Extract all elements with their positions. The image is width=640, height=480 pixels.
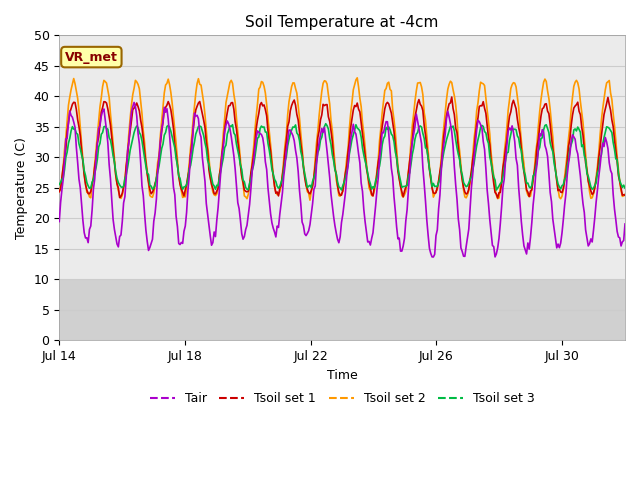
Tsoil set 2 [506, 97, 513, 103]
Tsoil set 1 [577, 112, 584, 118]
Tair [506, 125, 513, 131]
Tair [385, 131, 392, 136]
Tair [494, 245, 502, 251]
Tair [577, 173, 584, 179]
Tsoil set 3 [99, 130, 106, 135]
Tsoil set 3 [621, 185, 629, 191]
Tair [451, 164, 458, 170]
Tsoil set 1 [449, 106, 457, 111]
Tsoil set 3 [494, 185, 502, 191]
Tair [99, 108, 106, 114]
Tair [131, 99, 138, 105]
Tsoil set 1 [383, 99, 391, 105]
Legend: Tair, Tsoil set 1, Tsoil set 2, Tsoil set 3: Tair, Tsoil set 1, Tsoil set 2, Tsoil se… [145, 387, 540, 410]
Tsoil set 2 [621, 192, 629, 197]
Tair [621, 221, 629, 227]
Tsoil set 1 [56, 189, 63, 194]
Tsoil set 2 [494, 196, 502, 202]
Tsoil set 3 [451, 128, 458, 134]
Title: Soil Temperature at -4cm: Soil Temperature at -4cm [246, 15, 439, 30]
Tsoil set 2 [451, 93, 458, 99]
Tsoil set 2 [386, 86, 394, 92]
X-axis label: Time: Time [327, 369, 358, 382]
Tsoil set 3 [56, 181, 63, 187]
Tsoil set 1 [621, 192, 629, 198]
Tsoil set 1 [448, 94, 456, 100]
Tsoil set 3 [322, 121, 330, 127]
Tsoil set 3 [577, 129, 584, 135]
Y-axis label: Temperature (C): Temperature (C) [15, 137, 28, 239]
Tair [56, 218, 63, 224]
Tsoil set 2 [353, 75, 361, 81]
Tsoil set 2 [56, 189, 63, 194]
Tsoil set 2 [306, 197, 314, 203]
Tsoil set 3 [386, 127, 394, 132]
Bar [60, 279, 625, 340]
Line: Tair: Tair [60, 102, 625, 257]
Tsoil set 1 [506, 113, 513, 119]
Text: VR_met: VR_met [65, 50, 118, 63]
Tsoil set 3 [506, 138, 513, 144]
Tair [429, 254, 437, 260]
Tsoil set 3 [338, 187, 346, 193]
Line: Tsoil set 3: Tsoil set 3 [60, 124, 625, 190]
Line: Tsoil set 1: Tsoil set 1 [60, 97, 625, 198]
Tsoil set 2 [577, 98, 584, 104]
Tsoil set 1 [493, 191, 500, 197]
Line: Tsoil set 2: Tsoil set 2 [60, 78, 625, 200]
Tsoil set 1 [99, 105, 106, 110]
Tsoil set 1 [494, 195, 502, 201]
Tsoil set 2 [99, 84, 106, 89]
